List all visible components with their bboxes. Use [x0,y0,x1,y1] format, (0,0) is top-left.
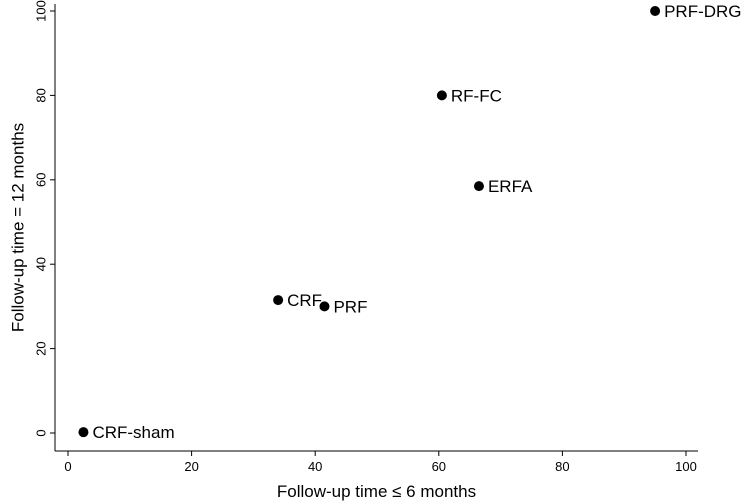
point-label: CRF-sham [92,423,174,442]
x-axis-title: Follow-up time ≤ 6 months [277,482,476,501]
data-points: CRF-sham CRF PRF RF-FC ERFA PRF-DRG [78,2,742,442]
data-point [319,301,330,312]
x-tick-label: 40 [308,459,322,474]
point-label: CRF [287,291,322,310]
y-axis-title: Follow-up time = 12 months [9,123,28,332]
x-tick-label: 60 [432,459,446,474]
x-tick-label: 100 [675,459,697,474]
data-point [473,181,484,192]
data-point [650,6,661,16]
point-label: PRF [333,297,367,316]
data-point [436,90,447,101]
x-tick-label: 0 [64,459,71,474]
y-tick-label: 0 [34,429,49,436]
y-tick-label: 60 [34,173,49,187]
point-label: RF-FC [451,86,502,105]
data-point [78,427,89,438]
data-point [273,295,284,306]
point-label: PRF-DRG [664,2,741,21]
y-tick-label: 100 [34,0,49,22]
axes [54,4,698,452]
y-axis-ticks: 0 20 40 60 80 100 [34,0,55,437]
point-label: ERFA [488,177,533,196]
x-tick-label: 80 [555,459,569,474]
y-tick-label: 40 [34,257,49,271]
y-tick-label: 80 [34,88,49,102]
x-axis-ticks: 0 20 40 60 80 100 [64,451,697,474]
y-tick-label: 20 [34,341,49,355]
x-tick-label: 20 [184,459,198,474]
